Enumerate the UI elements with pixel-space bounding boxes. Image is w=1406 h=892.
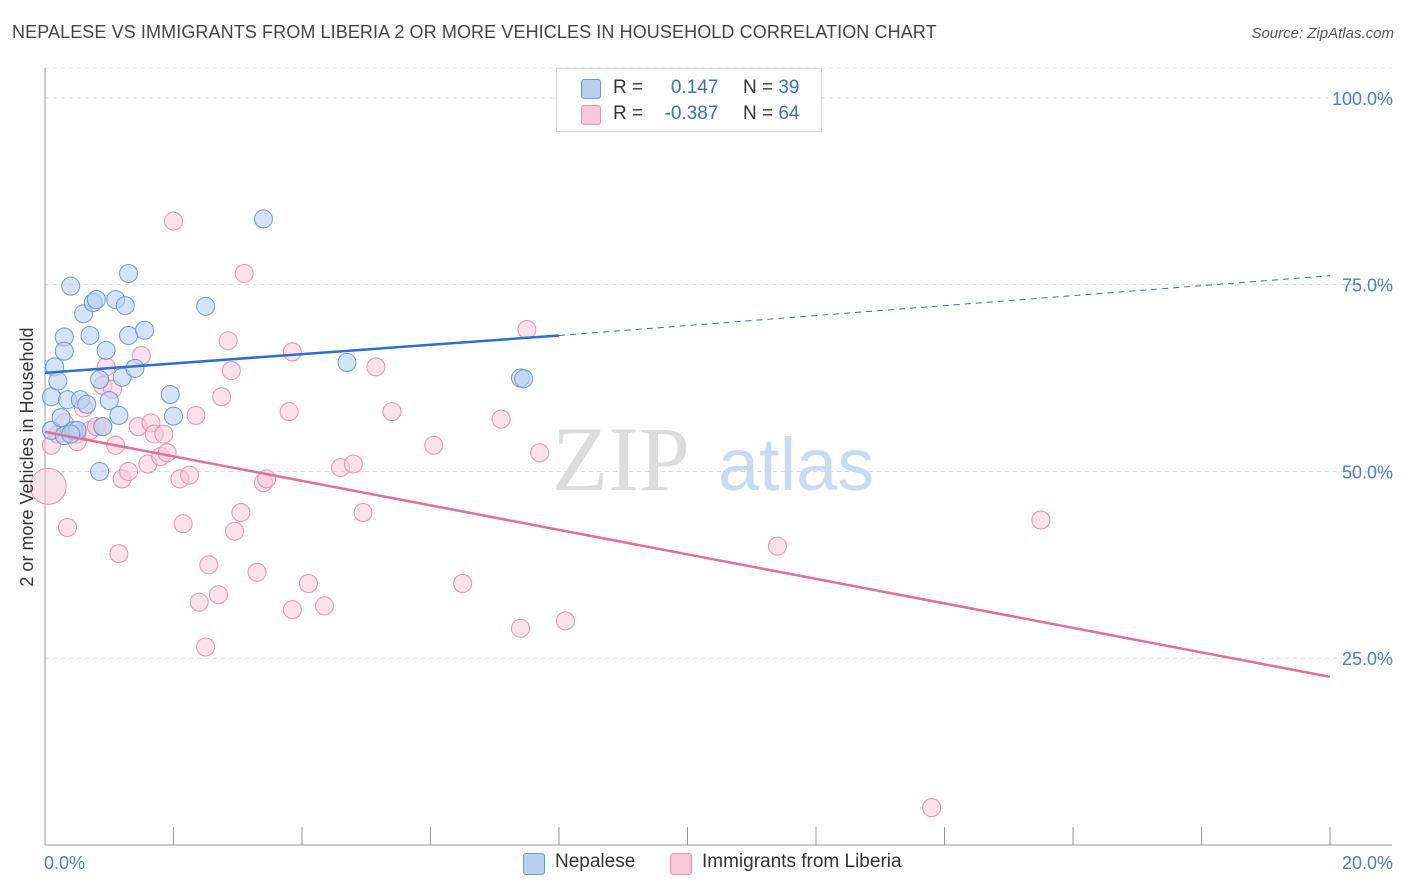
data-point-nepalese bbox=[54, 341, 74, 361]
data-point-nepalese bbox=[48, 371, 68, 391]
watermark-zip: ZIP bbox=[552, 408, 690, 510]
data-point-liberia bbox=[109, 544, 129, 564]
data-point-liberia bbox=[298, 574, 318, 594]
data-point-nepalese bbox=[86, 290, 106, 310]
trend-line-nepalese-extension bbox=[558, 275, 1331, 336]
data-point-nepalese bbox=[160, 384, 180, 404]
data-point-liberia bbox=[186, 405, 206, 425]
tick-labels: 25.0% 50.0% 75.0% 100.0% 0.0% 20.0% bbox=[44, 89, 1393, 873]
data-point-nepalese bbox=[135, 320, 155, 340]
data-point-liberia bbox=[208, 585, 228, 605]
y-tick-label: 100.0% bbox=[1332, 89, 1393, 109]
data-point-liberia bbox=[221, 361, 241, 381]
data-point-liberia bbox=[314, 596, 334, 616]
data-point-liberia bbox=[517, 319, 537, 339]
data-point-liberia bbox=[29, 467, 67, 505]
y-tick-label: 75.0% bbox=[1342, 276, 1393, 296]
data-point-liberia bbox=[173, 514, 193, 534]
data-point-liberia bbox=[555, 611, 575, 631]
data-point-liberia bbox=[189, 592, 209, 612]
legend-swatch-liberia bbox=[581, 105, 601, 125]
y-axis-label: 2 or more Vehicles in Household bbox=[17, 327, 37, 586]
data-point-liberia bbox=[279, 402, 299, 422]
data-point-nepalese bbox=[90, 461, 110, 481]
y-tick-label: 50.0% bbox=[1342, 462, 1393, 482]
data-point-nepalese bbox=[119, 263, 139, 283]
legend-n-value: 39 bbox=[778, 77, 800, 98]
data-point-nepalese bbox=[164, 406, 183, 426]
data-point-nepalese bbox=[196, 296, 216, 316]
data-point-liberia bbox=[922, 798, 942, 818]
data-point-liberia bbox=[247, 562, 267, 582]
data-point-nepalese bbox=[77, 394, 97, 414]
data-point-nepalese bbox=[253, 209, 273, 229]
data-point-liberia bbox=[234, 263, 254, 283]
data-point-nepalese bbox=[109, 405, 129, 425]
series-liberia-points bbox=[29, 211, 1051, 818]
y-tick-label: 25.0% bbox=[1342, 649, 1393, 669]
data-point-liberia bbox=[199, 555, 219, 575]
data-point-liberia bbox=[231, 503, 251, 523]
data-point-nepalese bbox=[115, 296, 135, 316]
legend-swatch-liberia bbox=[670, 853, 692, 875]
legend-n-label: N = bbox=[742, 77, 774, 98]
data-point-liberia bbox=[154, 424, 174, 444]
data-point-liberia bbox=[1031, 510, 1051, 530]
data-point-liberia bbox=[366, 357, 386, 377]
legend-swatch-nepalese bbox=[581, 79, 601, 99]
trend-line-nepalese bbox=[44, 334, 560, 375]
data-point-nepalese bbox=[93, 417, 113, 437]
data-point-liberia bbox=[424, 435, 444, 455]
legend-r-label: R = bbox=[613, 77, 644, 98]
data-point-nepalese bbox=[337, 352, 357, 372]
data-point-liberia bbox=[212, 387, 232, 407]
x-tick-label: 0.0% bbox=[44, 853, 85, 873]
data-point-liberia bbox=[343, 454, 363, 474]
legend-r-value: -0.387 bbox=[664, 103, 719, 124]
data-point-liberia bbox=[119, 461, 139, 481]
data-point-liberia bbox=[282, 342, 302, 362]
data-point-nepalese bbox=[80, 325, 100, 345]
data-point-liberia bbox=[530, 443, 550, 463]
x-tick-label: 20.0% bbox=[1342, 853, 1393, 873]
data-point-liberia bbox=[382, 402, 402, 422]
legend-label-liberia: Immigrants from Liberia bbox=[702, 851, 902, 872]
legend-r-value: 0.147 bbox=[670, 77, 719, 98]
data-point-liberia bbox=[491, 409, 511, 429]
data-point-nepalese bbox=[96, 340, 116, 360]
data-point-liberia bbox=[225, 521, 245, 541]
data-point-liberia bbox=[353, 503, 373, 523]
data-point-liberia bbox=[218, 331, 238, 351]
data-point-nepalese bbox=[90, 370, 110, 390]
data-point-nepalese bbox=[61, 276, 81, 296]
data-point-liberia bbox=[282, 600, 302, 620]
legend-label-nepalese: Nepalese bbox=[555, 851, 636, 872]
data-point-nepalese bbox=[125, 358, 145, 378]
trend-line-liberia bbox=[44, 430, 1331, 679]
data-point-liberia bbox=[57, 517, 77, 537]
legend-swatch-nepalese bbox=[523, 853, 545, 875]
chart-title: NEPALESE VS IMMIGRANTS FROM LIBERIA 2 OR… bbox=[12, 22, 937, 42]
data-point-liberia bbox=[453, 574, 473, 594]
data-point-nepalese bbox=[119, 325, 139, 345]
trend-lines bbox=[44, 275, 1331, 679]
grid-lines bbox=[45, 67, 1392, 659]
data-point-liberia bbox=[510, 618, 530, 638]
data-point-nepalese bbox=[99, 390, 119, 410]
data-point-liberia bbox=[196, 637, 216, 657]
legend-n-value: 64 bbox=[778, 103, 800, 124]
data-point-liberia bbox=[180, 465, 200, 485]
watermark-atlas: atlas bbox=[718, 423, 874, 506]
legend-n-label: N = bbox=[742, 103, 774, 124]
legend-stats: R = 0.147 N = 39 R = -0.387 N = 64 bbox=[556, 68, 822, 132]
data-point-nepalese bbox=[61, 424, 81, 444]
data-point-nepalese bbox=[514, 369, 534, 389]
data-point-liberia bbox=[164, 211, 183, 231]
data-point-liberia bbox=[767, 536, 787, 556]
axes bbox=[44, 68, 1392, 846]
chart-source: Source: ZipAtlas.com bbox=[1251, 25, 1394, 42]
legend-series: Nepalese Immigrants from Liberia bbox=[0, 850, 1406, 878]
legend-r-label: R = bbox=[613, 103, 644, 124]
